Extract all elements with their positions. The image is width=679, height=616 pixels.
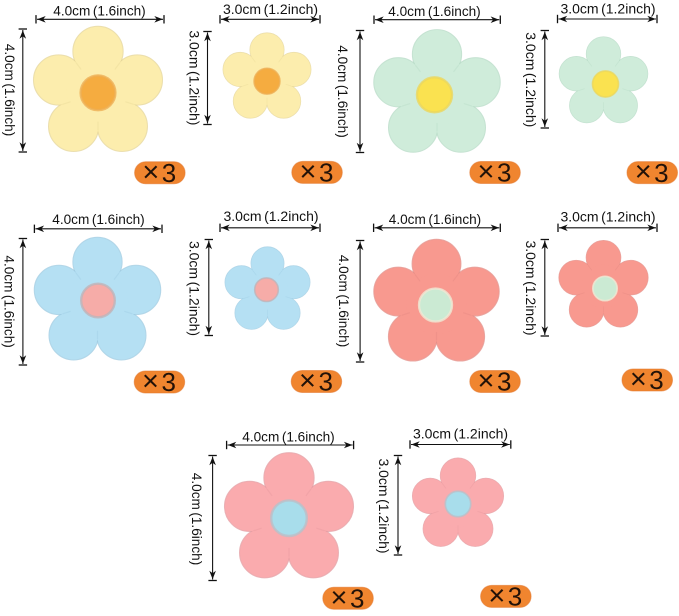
svg-text:×3: ×3 [142, 366, 176, 398]
svg-text:3.0cm(1.2inch): 3.0cm(1.2inch) [376, 458, 392, 553]
svg-text:4.0cm(1.6inch): 4.0cm(1.6inch) [52, 212, 144, 227]
svg-text:4.0cm(1.6inch): 4.0cm(1.6inch) [242, 430, 334, 445]
svg-text:3.0cm(1.2inch): 3.0cm(1.2inch) [523, 32, 539, 127]
svg-text:×3: ×3 [478, 156, 512, 188]
svg-text:4.0cm(1.6inch): 4.0cm(1.6inch) [336, 255, 351, 347]
svg-text:3.0cm(1.2inch): 3.0cm(1.2inch) [223, 1, 318, 17]
svg-text:×3: ×3 [300, 156, 334, 188]
svg-text:4.0cm(1.6inch): 4.0cm(1.6inch) [53, 3, 145, 18]
svg-text:×3: ×3 [142, 156, 176, 188]
svg-text:3.0cm(1.2inch): 3.0cm(1.2inch) [187, 241, 203, 336]
svg-text:4.0cm(1.6inch): 4.0cm(1.6inch) [335, 45, 350, 137]
svg-text:3.0cm(1.2inch): 3.0cm(1.2inch) [560, 209, 655, 225]
svg-text:4.0cm(1.6inch): 4.0cm(1.6inch) [2, 255, 17, 347]
svg-text:×3: ×3 [331, 582, 365, 611]
svg-text:4.0cm(1.6inch): 4.0cm(1.6inch) [389, 212, 481, 227]
svg-text:3.0cm(1.2inch): 3.0cm(1.2inch) [187, 30, 203, 125]
svg-text:4.0cm(1.6inch): 4.0cm(1.6inch) [388, 4, 480, 19]
svg-text:4.0cm(1.6inch): 4.0cm(1.6inch) [189, 473, 204, 565]
svg-text:×3: ×3 [488, 580, 522, 611]
svg-text:×3: ×3 [478, 365, 512, 397]
svg-text:3.0cm(1.2inch): 3.0cm(1.2inch) [223, 208, 318, 224]
svg-text:×3: ×3 [299, 365, 333, 397]
svg-text:3.0cm(1.2inch): 3.0cm(1.2inch) [413, 426, 508, 442]
svg-text:×3: ×3 [635, 156, 669, 188]
svg-text:3.0cm(1.2inch): 3.0cm(1.2inch) [560, 1, 655, 17]
svg-text:3.0cm(1.2inch): 3.0cm(1.2inch) [523, 240, 539, 335]
svg-text:×3: ×3 [630, 364, 664, 396]
svg-text:4.0cm(1.6inch): 4.0cm(1.6inch) [2, 44, 17, 136]
